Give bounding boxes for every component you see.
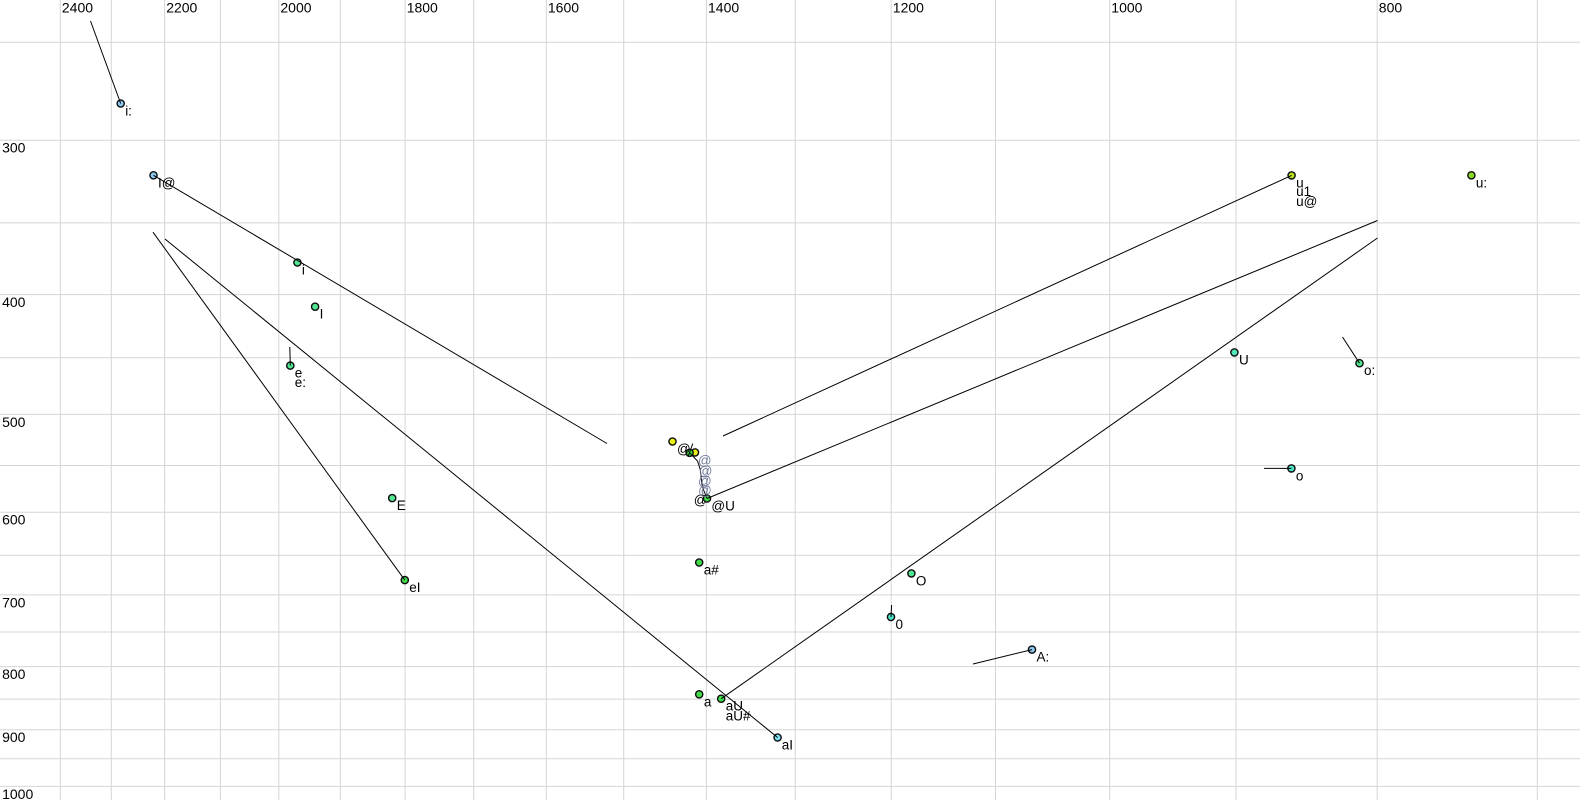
svg-text:0: 0 [896, 617, 904, 632]
svg-text:O: O [916, 573, 927, 588]
svg-text:a#: a# [704, 563, 720, 578]
svg-text:700: 700 [2, 594, 26, 610]
svg-text:@: @ [699, 464, 713, 479]
svg-text:e:: e: [295, 375, 306, 390]
svg-text:1000: 1000 [2, 786, 33, 800]
svg-text:@: @ [677, 441, 691, 456]
svg-text:u:: u: [1476, 175, 1487, 190]
svg-text:eI: eI [409, 580, 420, 595]
svg-text:o: o [1296, 468, 1304, 483]
svg-text:1400: 1400 [708, 0, 739, 16]
svg-text:1000: 1000 [1111, 0, 1142, 16]
svg-text:aI: aI [782, 738, 793, 753]
svg-text:@: @ [698, 483, 712, 498]
svg-text:e: e [295, 366, 303, 381]
svg-text:aU: aU [726, 699, 743, 714]
svg-text:i:: i: [125, 104, 132, 119]
svg-text:u@: u@ [1296, 194, 1317, 209]
svg-text:A:: A: [1037, 650, 1050, 665]
svg-text:800: 800 [2, 666, 26, 682]
svg-text:a: a [704, 695, 712, 710]
svg-text:400: 400 [2, 294, 26, 310]
svg-text:u1: u1 [1296, 184, 1311, 199]
svg-text:2200: 2200 [166, 0, 197, 16]
svg-text:1800: 1800 [407, 0, 438, 16]
svg-text:300: 300 [2, 140, 26, 156]
svg-text:i: i [302, 263, 305, 278]
svg-text:600: 600 [2, 512, 26, 528]
svg-text:E: E [397, 498, 406, 513]
svg-text:@: @ [698, 453, 712, 468]
svg-text:500: 500 [2, 414, 26, 430]
svg-text:@: @ [698, 474, 712, 489]
svg-text:2000: 2000 [280, 0, 311, 16]
svg-text:800: 800 [1379, 0, 1403, 16]
svg-text:I: I [320, 307, 324, 322]
svg-text:900: 900 [2, 729, 26, 745]
svg-text:1600: 1600 [548, 0, 579, 16]
svg-text:o:: o: [1364, 363, 1375, 378]
svg-text:@U: @U [711, 499, 734, 514]
svg-text:u: u [1296, 175, 1304, 190]
svg-text:I@: I@ [158, 175, 175, 190]
svg-text:aU#: aU# [726, 709, 751, 724]
svg-text:U: U [1239, 352, 1249, 367]
svg-text:2400: 2400 [62, 0, 93, 16]
svg-text:1200: 1200 [893, 0, 924, 16]
